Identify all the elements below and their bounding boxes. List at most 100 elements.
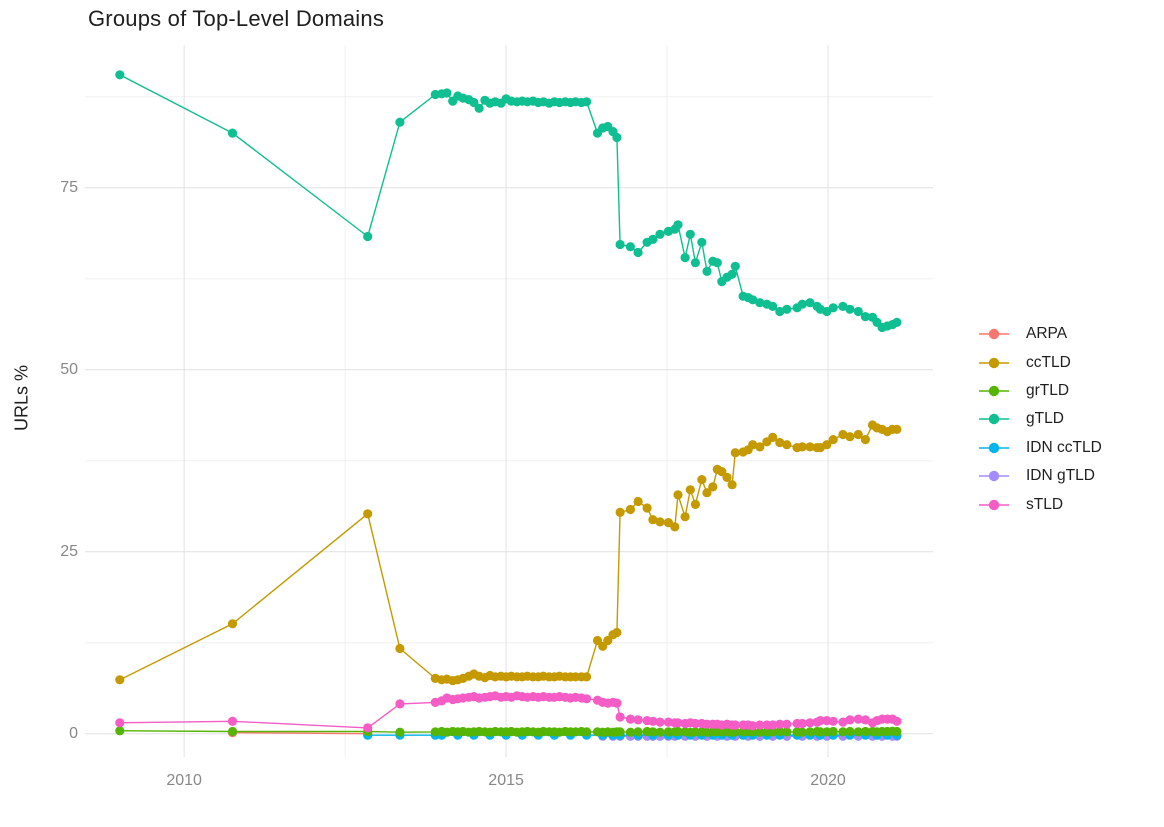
legend-label: IDN ccTLD	[1026, 438, 1102, 456]
legend: ARPA ccTLD grTLD gTLD IDN ccTLD IDN gTLD sTLD	[978, 320, 1102, 519]
data-point-grtld	[582, 727, 592, 737]
data-point-cctld	[805, 442, 815, 452]
data-point-stld	[227, 716, 238, 726]
legend-key-icon	[979, 442, 1009, 453]
data-point-cctld	[690, 499, 701, 509]
legend-item-grtld: grTLD	[978, 377, 1102, 405]
data-point-grtld	[768, 727, 778, 737]
data-point-cctld	[755, 442, 765, 452]
y-tick-label: 75	[60, 178, 78, 196]
data-point-cctld	[648, 515, 658, 525]
data-point-gtld	[838, 301, 848, 311]
data-point-gtld	[655, 229, 665, 239]
data-point-grtld	[648, 727, 658, 737]
y-tick-label: 25	[60, 542, 78, 560]
data-point-cctld	[853, 429, 863, 440]
data-point-gtld	[690, 258, 701, 268]
data-point-cctld	[673, 490, 683, 500]
data-point-gtld	[685, 229, 695, 239]
legend-item-idn-gtld: IDN gTLD	[978, 462, 1102, 490]
data-point-gtld	[697, 237, 707, 247]
data-point-gtld	[782, 304, 792, 314]
data-point-cctld	[612, 627, 622, 638]
data-point-gtld	[860, 312, 871, 322]
data-point-cctld	[642, 503, 652, 513]
legend-label: sTLD	[1026, 495, 1064, 513]
data-point-gtld	[853, 306, 863, 317]
data-point-grtld	[853, 727, 863, 737]
data-point-cctld	[860, 435, 871, 445]
data-point-stld	[633, 715, 643, 725]
series-line-gtld	[119, 74, 898, 329]
data-point-cctld	[775, 437, 785, 448]
data-point-stld	[615, 712, 625, 722]
legend-label: ARPA	[1026, 325, 1068, 343]
legend-item-arpa: ARPA	[978, 320, 1102, 348]
data-point-cctld	[797, 442, 807, 452]
data-point-stld	[860, 715, 871, 725]
data-point-cctld	[892, 424, 902, 434]
x-tick-label: 2010	[166, 772, 202, 789]
data-point-stld	[648, 716, 658, 726]
data-point-gtld	[730, 261, 740, 271]
data-point-cctld	[115, 675, 125, 685]
data-point-cctld	[838, 429, 848, 440]
data-point-stld	[115, 718, 125, 728]
data-point-grtld	[655, 727, 665, 737]
legend-key-icon	[979, 385, 1009, 397]
data-point-grtld	[730, 727, 740, 737]
data-point-cctld	[828, 435, 838, 445]
data-point-cctld	[680, 512, 690, 522]
data-point-gtld	[615, 239, 625, 250]
data-point-gtld	[648, 234, 658, 244]
data-point-grtld	[845, 726, 855, 737]
chart-title: Groups of Top-Level Domains	[88, 6, 385, 31]
data-point-stld	[363, 723, 373, 733]
data-point-stld	[612, 698, 622, 708]
data-point-gtld	[227, 128, 238, 138]
data-point-grtld	[115, 726, 125, 736]
data-point-grtld	[828, 726, 838, 737]
data-point-gtld	[892, 317, 902, 327]
data-point-grtld	[805, 727, 815, 737]
data-point-cctld	[670, 522, 680, 532]
data-point-grtld	[775, 726, 785, 737]
data-point-stld	[892, 716, 902, 726]
data-point-gtld	[442, 88, 452, 98]
data-point-stld	[853, 714, 863, 724]
data-point-stld	[625, 714, 636, 724]
data-point-grtld	[755, 727, 765, 737]
legend-key-icon	[979, 414, 1009, 425]
data-point-cctld	[697, 475, 707, 485]
data-point-grtld	[815, 727, 825, 737]
legend-item-idn-cctld: IDN ccTLD	[978, 434, 1102, 462]
data-point-cctld	[685, 485, 695, 495]
data-point-gtld	[768, 301, 778, 311]
data-point-cctld	[822, 440, 832, 450]
data-point-cctld	[748, 440, 758, 450]
data-point-cctld	[845, 432, 855, 442]
y-tick-label: 0	[69, 724, 78, 742]
data-point-cctld	[615, 507, 625, 517]
data-point-stld	[755, 720, 765, 730]
data-point-cctld	[768, 432, 778, 442]
data-point-stld	[582, 694, 592, 704]
x-tick-label: 2015	[488, 772, 524, 789]
data-point-gtld	[680, 253, 690, 263]
legend-label: grTLD	[1026, 381, 1070, 399]
data-point-cctld	[363, 509, 373, 519]
data-point-grtld	[663, 727, 674, 737]
data-point-gtld	[673, 220, 683, 230]
data-point-stld	[690, 718, 701, 729]
legend-item-cctld: ccTLD	[978, 348, 1102, 376]
data-point-grtld	[838, 727, 848, 737]
data-point-stld	[838, 717, 848, 727]
data-point-grtld	[860, 726, 871, 737]
data-point-grtld	[633, 727, 643, 737]
data-point-grtld	[782, 727, 792, 737]
legend-label: ccTLD	[1026, 353, 1071, 371]
data-point-cctld	[708, 482, 718, 492]
data-point-gtld	[797, 299, 807, 309]
legend-label: IDN gTLD	[1026, 467, 1095, 485]
legend-label: gTLD	[1026, 410, 1064, 428]
